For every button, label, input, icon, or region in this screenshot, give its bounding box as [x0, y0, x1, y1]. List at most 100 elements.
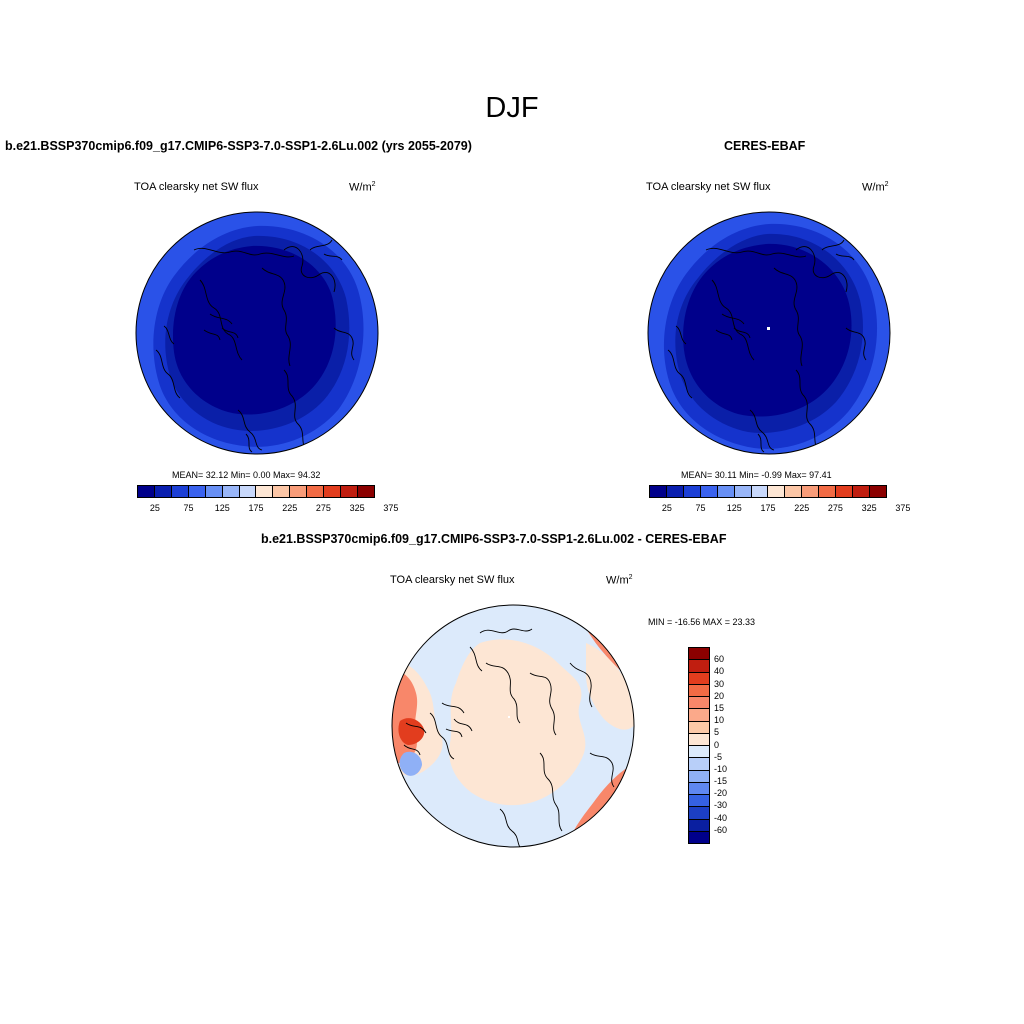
diff-colorbar-tick-label: 5 — [714, 727, 720, 738]
diff-colorbar-tick-label: -10 — [714, 763, 728, 774]
diff-colorbar-swatch — [689, 660, 709, 673]
diff-colorbar-swatch — [689, 795, 709, 808]
diff-colorbar-swatch — [689, 709, 709, 722]
right-colorbar-tick-label: 225 — [794, 503, 810, 513]
left-case-title: b.e21.BSSP370cmip6.f09_g17.CMIP6-SSP3-7.… — [5, 139, 472, 153]
left-colorbar-tick-label: 225 — [282, 503, 298, 513]
left-coastlines — [155, 239, 355, 453]
right-colorbar-swatch — [734, 486, 752, 497]
left-stats: MEAN= 32.12 Min= 0.00 Max= 94.32 — [172, 470, 321, 480]
diff-colorbar-tick-label: -60 — [714, 824, 728, 835]
left-colorbar-tick-label: 75 — [183, 503, 194, 513]
left-colorbar-tick-label: 125 — [214, 503, 230, 513]
right-colorbar-swatch — [836, 486, 854, 497]
left-colorbar-tick-label: 325 — [349, 503, 365, 513]
right-colorbar-swatch — [785, 486, 803, 497]
diff-map-neutral-core — [449, 639, 586, 806]
right-case-title: CERES-EBAF — [724, 139, 806, 153]
left-colorbar-tick-label: 375 — [383, 503, 399, 513]
diff-colorbar-swatch — [689, 819, 709, 832]
diff-case-title: b.e21.BSSP370cmip6.f09_g17.CMIP6-SSP3-7.… — [261, 532, 727, 546]
left-colorbar-swatch — [205, 486, 223, 497]
diff-colorbar-tick-label: -40 — [714, 812, 728, 823]
diff-units-label: W/m2 — [606, 574, 633, 587]
right-colorbar-swatch — [700, 486, 718, 497]
left-colorbar — [137, 485, 375, 498]
right-colorbar-swatch — [768, 486, 786, 497]
left-colorbar-swatch — [256, 486, 274, 497]
right-colorbar-swatch — [666, 486, 684, 497]
diff-colorbar-tick-label: 30 — [714, 678, 725, 689]
diff-map-red-southeast — [608, 795, 634, 847]
diff-colorbar-tick-label: 60 — [714, 654, 725, 665]
diff-map-neutral-east — [586, 643, 634, 730]
left-colorbar-swatch — [290, 486, 308, 497]
right-colorbar-tick-label: 25 — [661, 503, 672, 513]
right-colorbar-swatch — [802, 486, 820, 497]
right-colorbar-swatch — [751, 486, 769, 497]
diff-colorbar-swatch — [689, 684, 709, 697]
diff-colorbar-tick-label: 0 — [714, 739, 720, 750]
right-stats: MEAN= 30.11 Min= -0.99 Max= 97.41 — [681, 470, 832, 480]
left-polar-map — [135, 211, 379, 455]
diff-map-blue-west — [399, 751, 422, 776]
right-variable-label: TOA clearsky net SW flux — [646, 181, 771, 193]
left-colorbar-tick-label: 25 — [149, 503, 160, 513]
diff-colorbar-swatch — [689, 807, 709, 820]
left-colorbar-tick-label: 175 — [248, 503, 264, 513]
right-map-core — [683, 243, 852, 417]
diff-variable-label: TOA clearsky net SW flux — [390, 574, 515, 586]
diff-colorbar-swatch — [689, 758, 709, 771]
diff-colorbar-tick-label: 15 — [714, 702, 725, 713]
left-colorbar-swatch — [341, 486, 358, 497]
diff-colorbar-swatch — [689, 733, 709, 746]
diff-map-pole-dot — [508, 716, 510, 718]
right-colorbar-tick-label: 275 — [827, 503, 843, 513]
left-colorbar-swatch — [307, 486, 325, 497]
right-colorbar-tick-label: 325 — [861, 503, 877, 513]
left-colorbar-swatch — [357, 486, 374, 497]
diff-colorbar-swatch — [689, 697, 709, 710]
diff-map-red-west — [398, 718, 425, 745]
diff-polar-map — [391, 604, 635, 848]
right-colorbar-tick-label: 175 — [760, 503, 776, 513]
right-map-pole-dot — [767, 327, 770, 330]
right-colorbar-swatch — [683, 486, 701, 497]
diff-colorbar-tick-label: -30 — [714, 800, 728, 811]
diff-colorbar-swatch — [689, 721, 709, 734]
right-polar-map — [647, 211, 891, 455]
right-colorbar-tick-label: 375 — [895, 503, 911, 513]
right-colorbar-tick-label: 125 — [726, 503, 742, 513]
diff-colorbar-tick-label: 40 — [714, 666, 725, 677]
right-colorbar — [649, 485, 887, 498]
right-colorbar-tick-label: 75 — [695, 503, 706, 513]
left-colorbar-swatch — [188, 486, 206, 497]
left-colorbar-swatch — [222, 486, 240, 497]
diff-colorbar-swatch — [689, 782, 709, 795]
diff-coastlines — [403, 628, 615, 847]
right-coastlines — [667, 239, 867, 453]
diff-colorbar — [688, 647, 710, 844]
left-colorbar-swatch — [138, 486, 155, 497]
diff-colorbar-swatch — [689, 672, 709, 685]
right-colorbar-swatch — [819, 486, 837, 497]
left-map-core — [172, 245, 336, 415]
left-colorbar-swatch — [171, 486, 189, 497]
season-title: DJF — [485, 92, 539, 124]
left-colorbar-swatch — [154, 486, 172, 497]
right-units-label: W/m2 — [862, 181, 889, 194]
left-colorbar-swatch — [273, 486, 291, 497]
diff-colorbar-tick-label: -15 — [714, 776, 728, 787]
diff-colorbar-swatch — [689, 770, 709, 783]
right-colorbar-swatch — [650, 486, 667, 497]
left-colorbar-swatch — [324, 486, 342, 497]
left-variable-label: TOA clearsky net SW flux — [134, 181, 259, 193]
diff-colorbar-tick-label: -5 — [714, 751, 723, 762]
diff-stats: MIN = -16.56 MAX = 23.33 — [648, 617, 756, 627]
diff-colorbar-swatch — [689, 831, 709, 843]
diff-colorbar-tick-label: -20 — [714, 788, 728, 799]
left-colorbar-tick-label: 275 — [315, 503, 331, 513]
diff-colorbar-tick-label: 20 — [714, 690, 725, 701]
diff-colorbar-tick-label: 10 — [714, 715, 725, 726]
left-colorbar-swatch — [239, 486, 257, 497]
